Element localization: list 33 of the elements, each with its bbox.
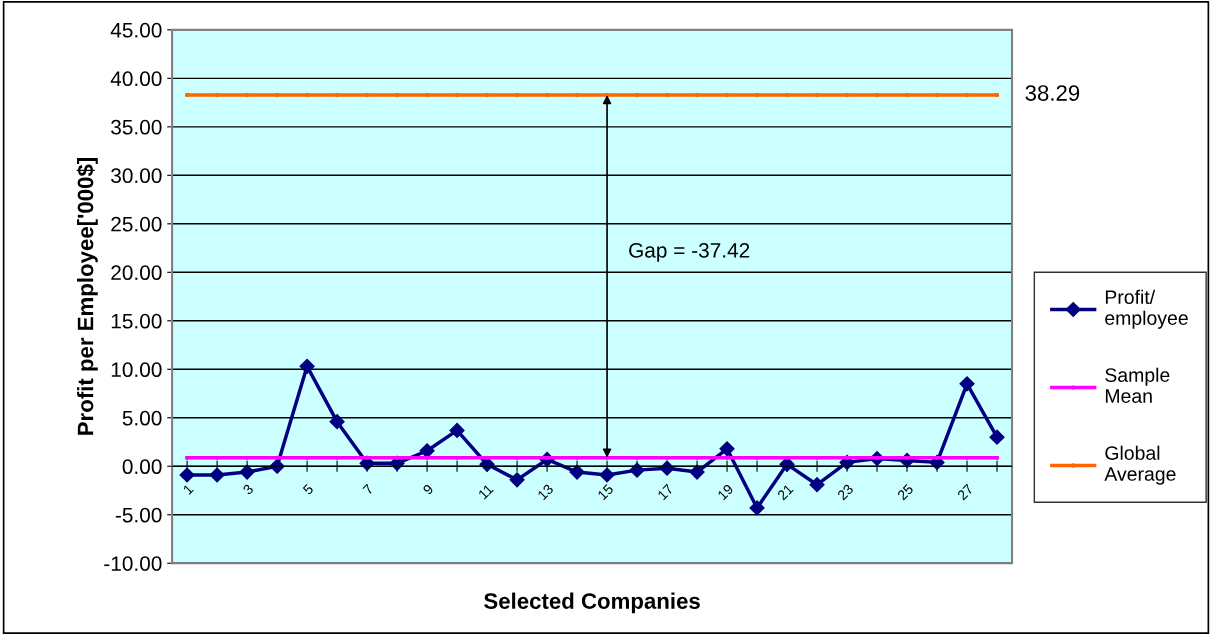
y-tick-label: 10.00 — [111, 362, 162, 378]
y-tick-label: 20.00 — [111, 265, 162, 281]
y-tick-label: 0.00 — [122, 459, 162, 475]
text: 38.29 — [1025, 85, 1080, 101]
legend-label: Profit/ employee — [1105, 289, 1188, 329]
x-tick-label: 15 — [597, 483, 614, 501]
x-tick-label: 19 — [717, 483, 734, 501]
y-axis-title: Profit per Employee['000$] — [76, 158, 98, 435]
x-tick-label: 23 — [836, 483, 854, 501]
x-tick-label: 9 — [422, 483, 434, 496]
annotation: Gap = -37.42 — [629, 242, 750, 262]
y-tick-label: -5.00 — [115, 507, 162, 523]
x-tick-label: 1 — [182, 483, 194, 495]
x-tick-label: 25 — [896, 483, 914, 501]
x-tick-label: 13 — [537, 483, 554, 501]
x-tick-label: 3 — [242, 483, 254, 496]
x-tick-label: 17 — [657, 483, 674, 501]
y-tick-label: -10.00 — [104, 556, 162, 571]
x-axis-title: Selected Companies — [484, 592, 700, 614]
x-tick-label: 11 — [477, 483, 494, 500]
y-tick-label: 5.00 — [122, 410, 162, 426]
legend-label: Global Average — [1104, 445, 1176, 485]
y-tick-label: 45.00 — [110, 22, 162, 38]
legend-label: Sample Mean — [1105, 367, 1170, 403]
x-tick-label: 7 — [362, 483, 374, 495]
y-tick-label: 35.00 — [111, 119, 162, 135]
y-tick-label: 40.00 — [110, 71, 162, 87]
x-tick-label: 27 — [956, 483, 974, 501]
x-tick-label: 5 — [302, 483, 314, 496]
y-tick-label: 25.00 — [111, 216, 162, 232]
y-tick-label: 15.00 — [111, 313, 162, 329]
y-tick-label: 30.00 — [111, 168, 162, 184]
x-tick-label: 21 — [776, 483, 794, 501]
